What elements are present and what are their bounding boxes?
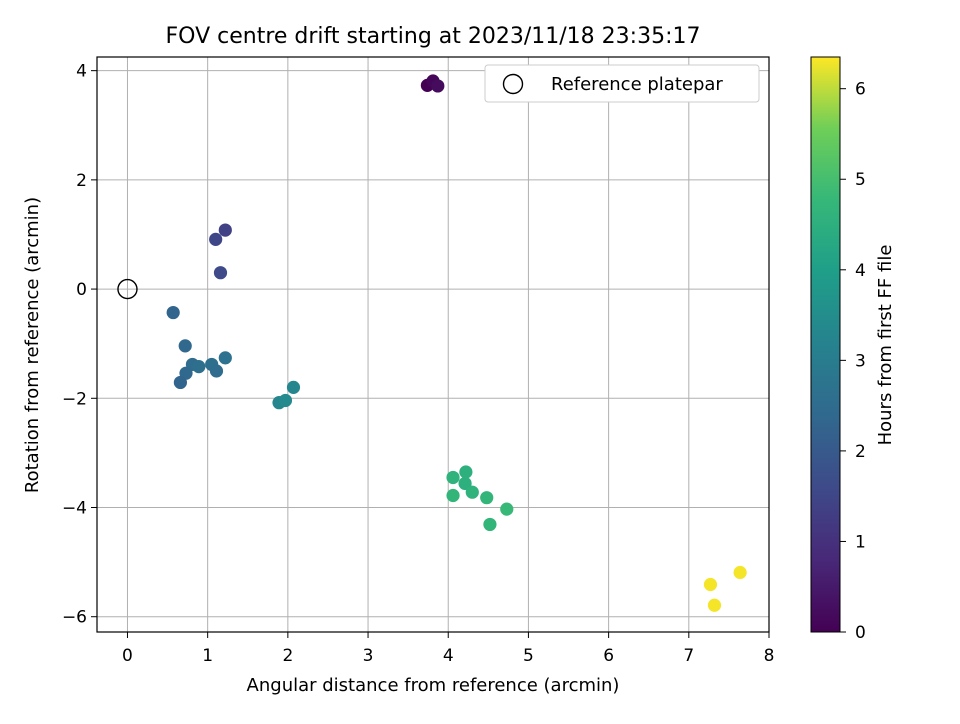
colorbar-label: Hours from first FF file [875,245,896,446]
data-point [173,375,187,390]
x-tick-label: 0 [122,646,133,666]
colorbar-tick-label: 5 [855,170,866,190]
x-tick-label: 2 [282,646,293,666]
data-point [166,305,180,320]
data-point [458,476,472,491]
y-tick-label: −6 [62,608,87,628]
data-point [483,517,497,532]
y-tick-label: 0 [76,280,87,300]
x-tick-label: 8 [764,646,775,666]
data-point [459,465,473,479]
data-point [218,223,232,237]
legend-box [484,64,760,103]
data-point [178,339,192,353]
data-point [213,266,228,280]
grid [97,57,770,632]
data-point [733,565,747,580]
data-point [480,491,494,505]
y-tick-label: 2 [76,171,87,191]
colorbar-tick-label: 6 [855,80,866,100]
y-tick-label: 4 [76,62,87,82]
x-tick-label: 1 [202,646,213,666]
colorbar-tick-label: 1 [855,532,866,552]
data-point [703,577,718,592]
colorbar-tick-label: 2 [855,442,866,462]
data-point [209,232,223,246]
data-point [209,364,224,378]
plot-frame [96,56,770,633]
x-tick-label: 5 [523,646,534,666]
colorbar-tick-label: 4 [855,261,866,281]
x-axis-ticks: 0 1 2 3 4 5 6 7 8 [122,632,774,666]
y-axis-ticks: −6 −4 −2 0 2 4 [62,62,97,628]
x-tick-label: 7 [683,646,694,666]
y-tick-label: −2 [62,389,87,409]
legend: Reference platepar [484,64,760,103]
reference-point-marker [117,278,138,300]
colorbar-ticks: 0 1 2 3 4 5 6 [840,80,866,643]
data-point [218,351,232,365]
chart-title: FOV centre drift starting at 2023/11/18 … [166,24,701,49]
legend-label: Reference platepar [551,74,723,95]
x-tick-label: 3 [363,646,374,666]
x-tick-label: 6 [603,646,614,666]
data-point [500,502,514,516]
y-tick-label: −4 [62,498,87,518]
data-point [286,380,301,394]
data-point [707,598,722,612]
legend-marker-icon [502,73,524,95]
data-point [446,488,460,503]
y-axis-label: Rotation from reference (arcmin) [22,197,43,493]
data-points [166,74,747,612]
data-point [446,470,460,485]
colorbar-gradient [810,56,841,633]
colorbar-tick-label: 0 [855,623,866,643]
reference-layer [117,278,138,300]
colorbar-tick-label: 3 [855,351,866,371]
x-tick-label: 4 [443,646,454,666]
data-point [431,79,445,93]
data-point [278,393,293,408]
x-axis-label: Angular distance from reference (arcmin) [247,675,620,696]
colorbar: 0 1 2 3 4 5 6 Hours from first FF file [810,56,896,643]
data-point [192,360,206,374]
data-point [465,485,479,499]
